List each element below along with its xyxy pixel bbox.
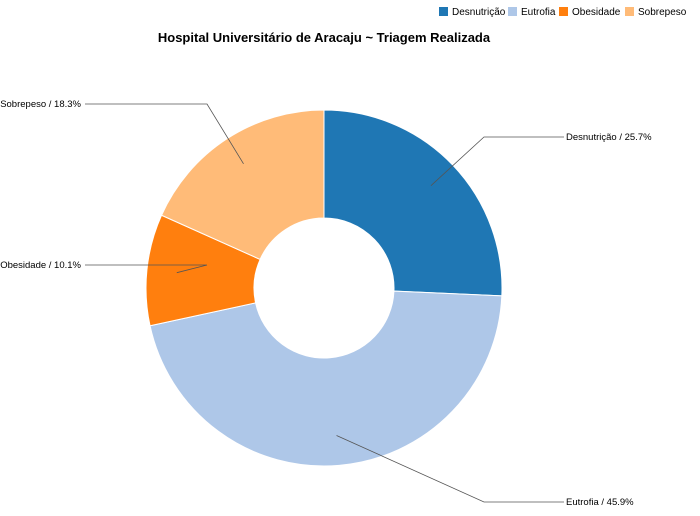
legend-label-eutrofia: Eutrofia [521, 7, 556, 18]
legend-item-sobrepeso[interactable]: Sobrepeso [625, 7, 687, 18]
leader-line-desnutricao [430, 136, 564, 186]
legend-item-eutrofia[interactable]: Eutrofia [508, 7, 556, 18]
chart-title: Hospital Universitário de Aracaju ~ Tria… [158, 30, 491, 45]
slice-label-eutrofia: Eutrofia / 45.9% [566, 497, 634, 508]
legend-swatch-obesidade [559, 7, 568, 16]
slice-label-sobrepeso: Sobrepeso / 18.3% [0, 99, 81, 110]
legend-label-sobrepeso: Sobrepeso [638, 7, 687, 18]
slice-sobrepeso[interactable] [160, 109, 325, 261]
legend-label-obesidade: Obesidade [572, 7, 621, 18]
leader-line-sobrepeso [85, 103, 244, 165]
legend-swatch-sobrepeso [625, 7, 634, 16]
slice-eutrofia[interactable] [149, 290, 503, 467]
leader-line-obesidade [85, 264, 208, 274]
slice-label-obesidade: Obesidade / 10.1% [0, 260, 81, 271]
slices [145, 109, 503, 467]
leader-line-eutrofia [336, 435, 564, 503]
slice-labels: Desnutrição / 25.7% Eutrofia / 45.9% Obesi… [0, 99, 652, 508]
legend: Desnutrição Eutrofia Obesidade Sobrepeso [439, 7, 687, 18]
slice-desnutricao[interactable] [323, 109, 503, 297]
legend-swatch-eutrofia [508, 7, 517, 16]
legend-item-obesidade[interactable]: Obesidade [559, 7, 621, 18]
legend-item-desnutricao[interactable]: Desnutrição [439, 7, 506, 18]
legend-label-desnutricao: Desnutrição [452, 7, 506, 18]
legend-swatch-desnutricao [439, 7, 448, 16]
slice-label-desnutricao: Desnutrição / 25.7% [566, 132, 652, 143]
